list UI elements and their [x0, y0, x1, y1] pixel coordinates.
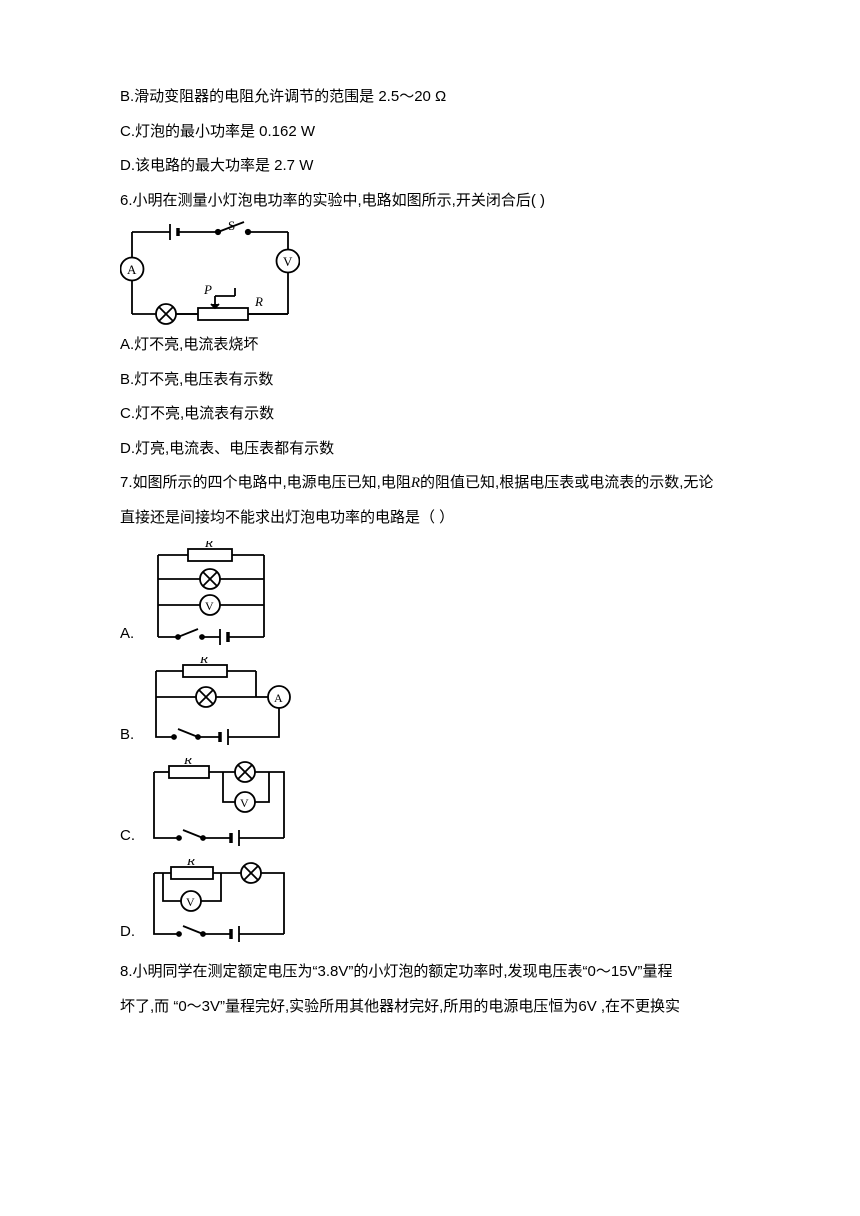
q8-line1: 8.小明同学在测定额定电压为“3.8V”的小灯泡的额定功率时,发现电压表“0～1… — [120, 955, 740, 990]
svg-text:V: V — [240, 796, 249, 810]
q7-label-b: B. — [120, 718, 134, 753]
prev-option-b: B.滑动变阻器的电阻允许调节的范围是 2.5～20 Ω — [120, 80, 740, 115]
svg-text:S: S — [228, 218, 235, 233]
q6-option-d: D.灯亮,电流表、电压表都有示数 — [120, 432, 740, 467]
svg-text:A: A — [127, 262, 137, 277]
q6-option-b: B.灯不亮,电压表有示数 — [120, 363, 740, 398]
svg-text:R: R — [183, 758, 192, 767]
q6-option-c: C.灯不亮,电流表有示数 — [120, 397, 740, 432]
q7-circuit-b: R A — [138, 657, 298, 752]
q7-option-d-row: D. R V — [120, 859, 740, 949]
svg-text:R: R — [199, 657, 208, 666]
svg-text:V: V — [283, 254, 293, 269]
prev-option-d: D.该电路的最大功率是 2.7 W — [120, 149, 740, 184]
q6-stem: 6.小明在测量小灯泡电功率的实验中,电路如图所示,开关闭合后( ) — [120, 184, 740, 219]
q7-label-c: C. — [120, 819, 135, 854]
q7-stem-line2: 直接还是间接均不能求出灯泡电功率的电路是（ ） — [120, 501, 740, 536]
q7-circuit-c: R V — [139, 758, 299, 853]
page-content: B.滑动变阻器的电阻允许调节的范围是 2.5～20 Ω C.灯泡的最小功率是 0… — [0, 0, 860, 1084]
q7-option-b-row: B. R A — [120, 657, 740, 752]
svg-text:R: R — [186, 859, 195, 868]
svg-text:R: R — [254, 294, 263, 309]
svg-text:V: V — [186, 895, 195, 909]
q7-label-a: A. — [120, 617, 134, 652]
q7-circuit-a: R V — [138, 541, 288, 651]
q7-option-c-row: C. R V — [120, 758, 740, 853]
q6-circuit-diagram: S V A — [120, 218, 300, 328]
svg-text:V: V — [205, 599, 214, 613]
svg-text:A: A — [274, 691, 283, 705]
svg-text:R: R — [204, 541, 213, 550]
q7-circuit-d: R V — [139, 859, 299, 949]
q7-label-d: D. — [120, 915, 135, 950]
q6-option-a: A.灯不亮,电流表烧坏 — [120, 328, 740, 363]
q7-stem-line1: 7.如图所示的四个电路中,电源电压已知,电阻R的阻值已知,根据电压表或电流表的示… — [120, 466, 740, 501]
svg-text:P: P — [203, 282, 212, 297]
prev-option-c: C.灯泡的最小功率是 0.162 W — [120, 115, 740, 150]
q8-line2: 坏了,而 “0～3V”量程完好,实验所用其他器材完好,所用的电源电压恒为6V ,… — [120, 990, 740, 1025]
q7-option-a-row: A. R V — [120, 541, 740, 651]
